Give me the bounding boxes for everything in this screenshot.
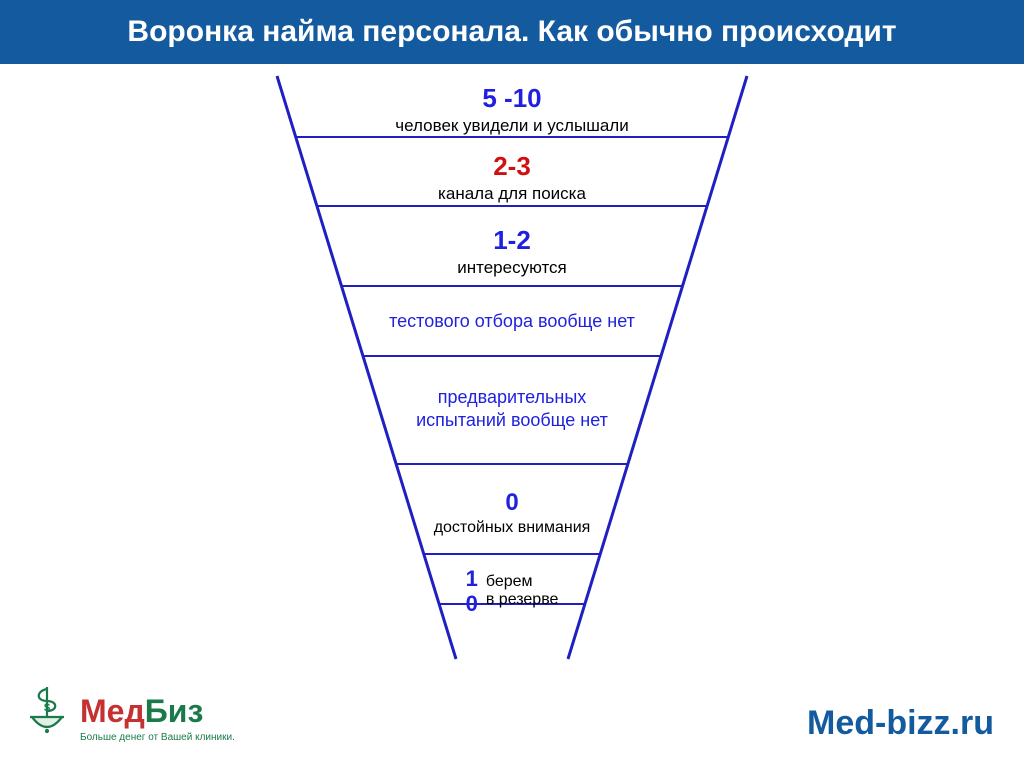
site-url: Med-bizz.ru <box>807 704 994 743</box>
level-7-label-1: берем <box>486 573 533 591</box>
logo-med-text: Мед <box>80 693 145 730</box>
page-title: Воронка найма персонала. Как обычно прои… <box>127 15 896 49</box>
level-7-number-1: 1 <box>466 566 478 591</box>
svg-text:$: $ <box>44 702 50 714</box>
level-7-label-2: в резерве <box>486 591 559 609</box>
level-2-number: 2-3 <box>493 150 531 183</box>
header: Воронка найма персонала. Как обычно прои… <box>0 0 1024 64</box>
level-7-number-2: 0 <box>466 591 478 616</box>
level-1-number: 5 -10 <box>482 82 541 115</box>
funnel-level-4: тестового отбора вообще нет <box>389 310 635 333</box>
level-4-label: тестового отбора вообще нет <box>389 310 635 333</box>
funnel-level-3: 1-2 интересуются <box>457 224 567 278</box>
funnel-level-1: 5 -10 человек увидели и услышали <box>395 82 628 136</box>
funnel-level-6: 0 достойных внимания <box>434 488 591 538</box>
level-3-label: интересуются <box>457 257 567 278</box>
level-6-label: достойных внимания <box>434 518 591 538</box>
level-1-label: человек увидели и услышали <box>395 115 628 136</box>
funnel-level-7: 1 0 берем в резерве <box>466 566 559 617</box>
level-5-label-b: испытаний вообще нет <box>416 409 608 432</box>
logo: $ МедБиз Больше денег от Вашей клиники. <box>22 681 235 743</box>
level-3-number: 1-2 <box>493 224 531 257</box>
logo-biz-text: Биз <box>145 693 204 730</box>
funnel-container: 5 -10 человек увидели и услышали 2-3 кан… <box>0 64 1024 684</box>
logo-tagline: Больше денег от Вашей клиники. <box>80 732 235 743</box>
footer: $ МедБиз Больше денег от Вашей клиники. … <box>0 687 1024 757</box>
funnel-level-2: 2-3 канала для поиска <box>438 150 586 204</box>
caduceus-icon: $ <box>22 681 72 743</box>
funnel-level-5: предварительных испытаний вообще нет <box>416 386 608 431</box>
level-6-number: 0 <box>505 488 518 518</box>
level-5-label-a: предварительных <box>438 386 587 409</box>
level-2-label: канала для поиска <box>438 183 586 204</box>
